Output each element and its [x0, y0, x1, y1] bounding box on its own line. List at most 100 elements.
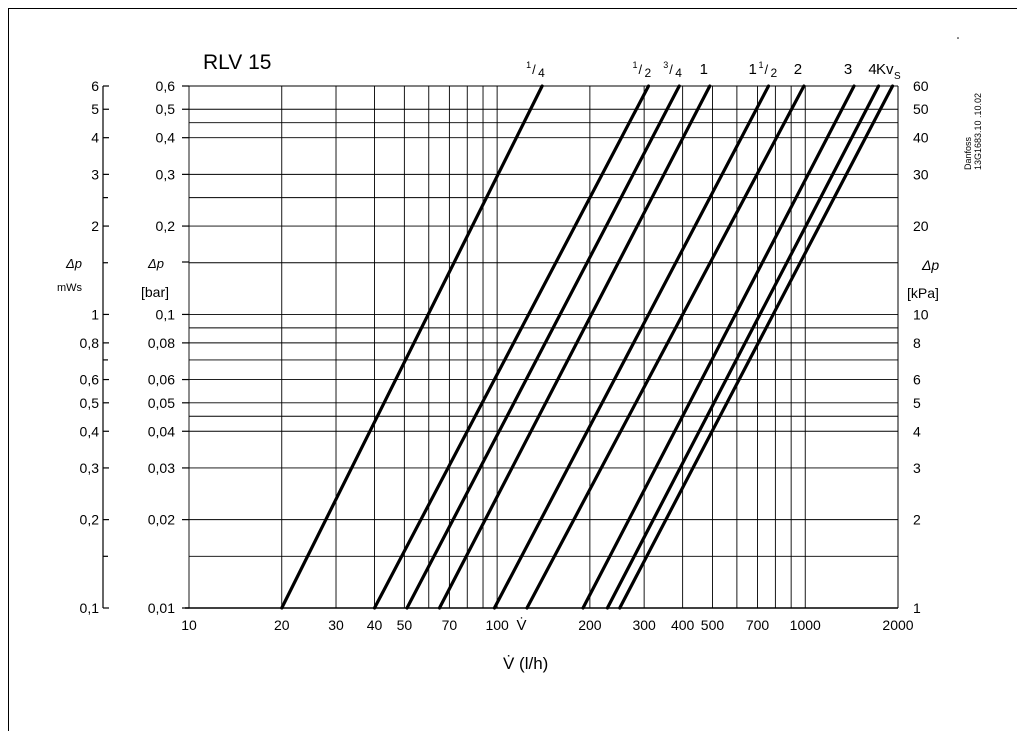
y-left-label: Δp [65, 256, 82, 271]
y-right-tick-label: 20 [913, 218, 929, 234]
y-mid-tick-label: 0,05 [148, 395, 175, 411]
series-line [280, 84, 544, 610]
y-left-tick-label: 6 [91, 78, 99, 94]
brand-text: Danfoss [963, 136, 973, 170]
y-left-tick-label: 3 [91, 166, 99, 182]
y-left-tick-label: 2 [91, 218, 99, 234]
y-left-tick-label: 0,1 [80, 600, 100, 616]
y-mid-tick-label: 0,3 [156, 166, 176, 182]
series-label: 2 [794, 61, 802, 78]
series-label: 1/4 [526, 60, 545, 80]
y-right-tick-label: 5 [913, 395, 921, 411]
y-right-tick-label: 2 [913, 512, 921, 528]
y-right-tick-label: 1 [913, 600, 921, 616]
y-left-tick-label: 4 [91, 130, 99, 146]
series-line [618, 84, 895, 610]
series-label-num: 3 [663, 60, 668, 70]
y-mid-tick-label: 0,06 [148, 372, 175, 388]
y-left-tick-label: 1 [91, 306, 99, 322]
chart-title: RLV 15 [203, 51, 272, 74]
series-label-text: 2 [794, 61, 802, 78]
series-label-num: 1 [633, 60, 638, 70]
y-mid-tick-label: 0,5 [156, 101, 176, 117]
x-tick-label: 20 [274, 617, 290, 633]
kvs-label: Kv [876, 61, 894, 78]
y-mid-unit: [bar] [141, 284, 169, 300]
series-label-text: 3 [844, 61, 852, 78]
series-line [605, 84, 881, 610]
y-mid-tick-label: 0,2 [156, 218, 176, 234]
x-tick-label: 1000 [790, 617, 821, 633]
series-label: 3/4 [663, 60, 682, 80]
y-left-tick-label: 5 [91, 101, 99, 117]
y-left-tick-label: 0,2 [80, 512, 100, 528]
x-tick-label: 300 [632, 617, 656, 633]
kvs-subscript: S [894, 71, 901, 82]
y-right-tick-label: 10 [913, 306, 929, 322]
series-line [405, 84, 681, 610]
series-label: 3 [844, 61, 852, 78]
y-left-tick-label: 0,8 [80, 335, 100, 351]
series-line [581, 84, 856, 610]
x-tick-label: 70 [442, 617, 458, 633]
series-label-den: 4 [675, 66, 682, 80]
y-mid-tick-label: 0,08 [148, 335, 175, 351]
series-lines [280, 84, 895, 610]
y-right-unit: [kPa] [907, 285, 939, 301]
y-left-unit: mWs [57, 282, 83, 294]
x-tick-label: 40 [367, 617, 383, 633]
x-tick-label: 200 [578, 617, 602, 633]
series-label-text: 1 [700, 61, 708, 78]
series-label-text: 4 [868, 61, 876, 78]
y-right-tick-label: 4 [913, 423, 921, 439]
y-mid-tick-label: 0,04 [148, 423, 175, 439]
y-mid-tick-label: 0,1 [156, 306, 176, 322]
y-mid-tick-label: 0,02 [148, 512, 175, 528]
series-line [492, 84, 771, 610]
series-label: 1 1/2 [749, 60, 778, 80]
y-left-tick-label: 0,4 [80, 423, 100, 439]
x-tick-label: 2000 [882, 617, 913, 633]
series-label: 1 [700, 61, 708, 78]
grid [185, 85, 899, 609]
series-label-whole: 1 [749, 61, 757, 78]
y-mid-label: Δp [147, 256, 164, 271]
series-label-den: 2 [771, 66, 778, 80]
y-mid-tick-label: 0,4 [156, 130, 176, 146]
x-marker-label: V̇ [517, 617, 527, 634]
y-mid-tick-label: 0,03 [148, 460, 175, 476]
x-tick-label: 10 [181, 617, 197, 633]
series-label-slash: / [669, 62, 673, 77]
series-label-slash: / [639, 62, 643, 77]
x-tick-label: 100 [485, 617, 509, 633]
y-right-label: Δp [921, 257, 939, 273]
y-mid-tick-label: 0,01 [148, 600, 175, 616]
drawing-code: 13G1683.10 .10.02 [973, 93, 983, 170]
series-label-slash: / [532, 62, 536, 77]
series-line [437, 84, 712, 610]
y-left-tick-label: 0,5 [80, 395, 100, 411]
series-label-den: 4 [538, 66, 545, 80]
series-line [525, 84, 806, 610]
y-right-tick-label: 6 [913, 372, 921, 388]
series-label-num: 1 [526, 60, 531, 70]
y-right-tick-label: 40 [913, 130, 929, 146]
x-axis-label: V̇ (l/h) [503, 654, 548, 673]
y-right-tick-label: 50 [913, 101, 929, 117]
x-tick-label: 500 [701, 617, 725, 633]
y-right-tick-label: 30 [913, 166, 929, 182]
corner-dot [957, 37, 959, 39]
y-mid-tick-label: 0,6 [156, 78, 176, 94]
series-label-num: 1 [759, 60, 764, 70]
y-left-tick-label: 0,3 [80, 460, 100, 476]
y-left-tick-label: 0,6 [80, 372, 100, 388]
x-tick-label: 400 [671, 617, 695, 633]
y-right-tick-label: 8 [913, 335, 921, 351]
chart-frame [8, 8, 1017, 731]
series-line [372, 84, 651, 610]
x-tick-label: 30 [328, 617, 344, 633]
x-tick-label: 700 [746, 617, 770, 633]
series-label: 4 [868, 61, 876, 78]
series-label: 1/2 [633, 60, 652, 80]
